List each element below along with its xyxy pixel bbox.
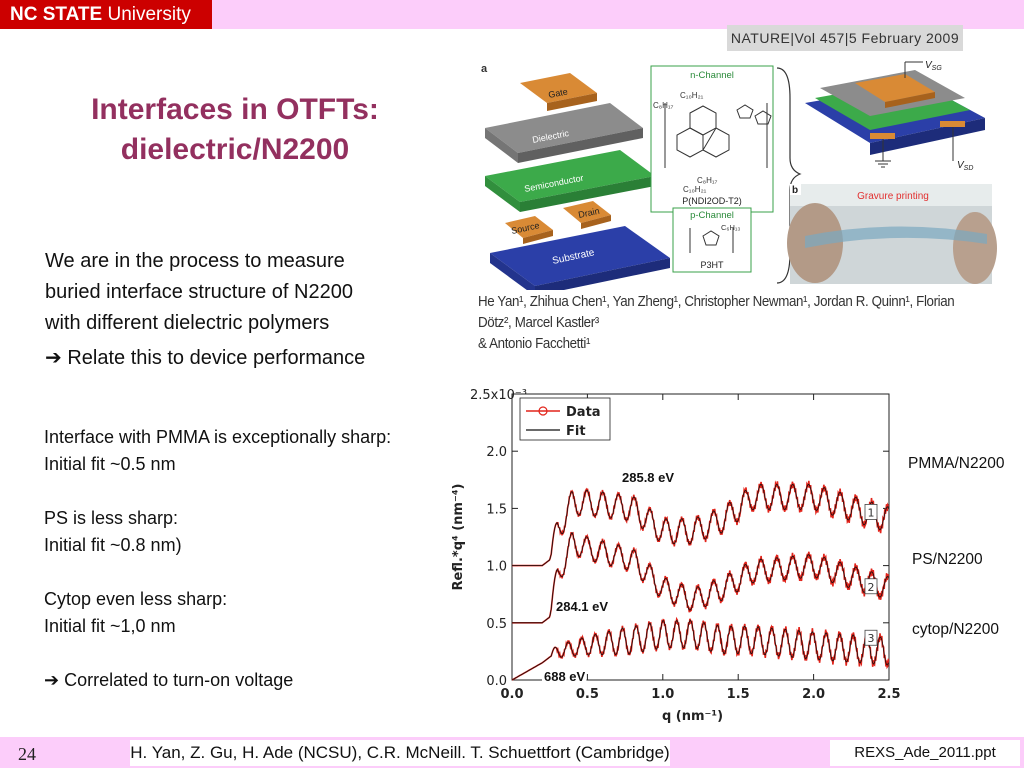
series-label-ps: PS/N2200 xyxy=(912,551,983,568)
note-cytop-1: Cytop even less sharp: xyxy=(44,589,228,609)
series-fit-2 xyxy=(512,532,889,624)
svg-text:Gravure printing: Gravure printing xyxy=(857,191,929,202)
note-ps-1: PS is less sharp: xyxy=(44,508,179,528)
note-pmma-2: Initial fit ~0.5 nm xyxy=(44,454,176,474)
citation: H. Yan, Z. Gu, H. Ade (NCSU), C.R. McNei… xyxy=(130,740,670,766)
energy-label-2: 284.1 eV xyxy=(556,599,608,614)
curve-marker-2: 2 xyxy=(868,581,875,594)
svg-text:VSD: VSD xyxy=(957,160,973,172)
p-channel-box xyxy=(672,207,752,273)
panel-a-label: a xyxy=(481,63,488,75)
source-electrode: Source xyxy=(505,216,553,244)
series-fit-1 xyxy=(512,483,889,566)
authors-line: He Yan¹, Zhihua Chen¹, Yan Zheng¹, Chris… xyxy=(478,292,979,355)
y-tick-label: 0.5 xyxy=(486,617,507,632)
brand-rest: University xyxy=(107,4,191,25)
legend-data-marker xyxy=(538,406,548,416)
svg-text:VSG: VSG xyxy=(925,60,942,72)
svg-text:P(NDI2OD-T2): P(NDI2OD-T2) xyxy=(682,196,742,206)
curve-marker-box xyxy=(864,578,878,595)
svg-text:P3HT: P3HT xyxy=(700,260,724,270)
note-pmma-1: Interface with PMMA is exceptionally sha… xyxy=(44,427,392,447)
energy-label-3: 688 eV xyxy=(544,669,586,684)
svg-text:p-Channel: p-Channel xyxy=(690,210,734,221)
curve-marker-1: 1 xyxy=(868,506,875,519)
y-tick-label-top: 2.5x10⁻³ xyxy=(470,388,527,403)
note-conclusion: ➔ Correlated to turn-on voltage xyxy=(44,667,444,694)
intro-paragraph: We are in the process to measure buried … xyxy=(45,246,435,374)
x-tick-label: 0.0 xyxy=(500,687,523,702)
svg-text:b: b xyxy=(792,185,798,196)
assembled-device: VSG VSD xyxy=(805,60,985,172)
x-tick-label: 2.0 xyxy=(802,687,825,702)
ndi-structure xyxy=(664,103,772,168)
intro-line-2: buried interface structure of N2200 xyxy=(45,281,353,303)
p3ht-structure xyxy=(689,228,734,253)
y-axis-label: Refl.*q⁴ (nm⁻⁴) xyxy=(451,484,466,591)
y-tick-label: 0.0 xyxy=(486,674,507,689)
curve-marker-box xyxy=(864,504,878,520)
intro-line-1: We are in the process to measure xyxy=(45,250,345,272)
series-label-pmma: PMMA/N2200 xyxy=(908,455,1005,472)
authors-line-1: He Yan¹, Zhihua Chen¹, Yan Zheng¹, Chris… xyxy=(478,294,955,331)
title-line-2: dielectric/N2200 xyxy=(120,133,350,166)
journal-header: NATURE|Vol 457|5 February 2009 xyxy=(727,25,963,51)
right-arrow-icon: ➔ xyxy=(44,670,60,690)
energy-label-1: 285.8 eV xyxy=(622,470,674,485)
legend-data-label: Data xyxy=(566,405,601,420)
brand-bold: NC STATE xyxy=(10,4,103,25)
note-ps-2: Initial fit ~0.8 nm) xyxy=(44,535,182,555)
n-channel-box xyxy=(650,65,774,213)
note-conclusion-text: Correlated to turn-on voltage xyxy=(64,670,294,690)
legend-box xyxy=(519,397,611,441)
gravure-photo: b Gravure printing xyxy=(787,184,997,284)
page-number: 24 xyxy=(18,744,36,764)
title-line-1: Interfaces in OTFTs: xyxy=(91,93,379,126)
x-tick-label: 2.5 xyxy=(877,687,900,702)
otft-device-figure: a Substrate Source Drain Semiconductor D… xyxy=(481,60,997,290)
series-label-cytop: cytop/N2200 xyxy=(912,621,1000,638)
energy-label-bg xyxy=(542,669,587,685)
x-tick-label: 1.0 xyxy=(651,687,674,702)
svg-text:C₁₀H₂₁: C₁₀H₂₁ xyxy=(683,185,707,194)
svg-text:Gate: Gate xyxy=(547,86,568,100)
energy-label-bg xyxy=(554,599,614,615)
slide-title: Interfaces in OTFTs: dielectric/N2200 xyxy=(40,90,430,170)
brace xyxy=(776,67,802,284)
reflectivity-chart: 0.0 0.5 1.0 1.5 2.0 2.5x10⁻³ 0.0 0.5 1.0 1.5 2.0 2.… xyxy=(451,388,901,724)
curve-marker-3: 3 xyxy=(868,632,875,645)
x-tick-label: 0.5 xyxy=(576,687,599,702)
svg-text:n-Channel: n-Channel xyxy=(690,70,734,81)
drain-electrode: Drain xyxy=(563,201,611,229)
intro-arrow-line: ➔ Relate this to device performance xyxy=(45,343,435,374)
intro-line-3: with different dielectric polymers xyxy=(45,312,330,334)
gate-layer: Gate xyxy=(520,73,597,111)
y-tick-label: 1.5 xyxy=(486,502,507,517)
svg-text:C₁₀H₂₁: C₁₀H₂₁ xyxy=(680,91,704,100)
substrate-layer: Substrate xyxy=(490,226,670,290)
university-logo: NC STATE University xyxy=(0,0,212,29)
note-cytop-2: Initial fit ~1,0 nm xyxy=(44,616,176,636)
findings-notes: Interface with PMMA is exceptionally sha… xyxy=(44,424,444,694)
legend-fit-label: Fit xyxy=(566,424,586,439)
svg-text:C₆H₁₃: C₆H₁₃ xyxy=(721,223,740,232)
svg-text:Drain: Drain xyxy=(577,206,600,220)
y-tick-label: 2.0 xyxy=(486,445,507,460)
y-tick-label: 1.0 xyxy=(486,560,507,575)
series-data-3 xyxy=(511,616,890,681)
filename: REXS_Ade_2011.ppt xyxy=(830,740,1020,766)
intro-arrow-text: Relate this to device performance xyxy=(67,347,366,369)
semiconductor-layer: Semiconductor xyxy=(485,150,655,212)
curve-marker-box xyxy=(864,629,878,646)
energy-label-bg xyxy=(620,470,680,486)
svg-text:C₈H₁₇: C₈H₁₇ xyxy=(653,101,674,110)
x-axis-label: q (nm⁻¹) xyxy=(662,709,723,724)
x-tick-label: 1.5 xyxy=(727,687,750,702)
svg-text:C₈H₁₇: C₈H₁₇ xyxy=(697,176,718,185)
series-fit-3 xyxy=(511,619,889,681)
authors-line-2: & Antonio Facchetti¹ xyxy=(478,336,591,352)
dielectric-layer: Dielectric xyxy=(485,103,643,163)
right-arrow-icon: ➔ xyxy=(45,347,62,369)
